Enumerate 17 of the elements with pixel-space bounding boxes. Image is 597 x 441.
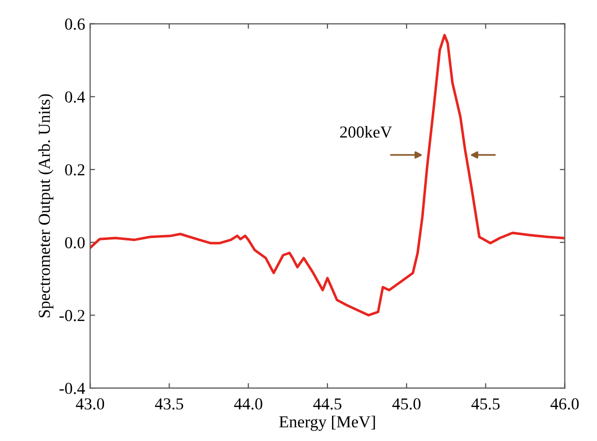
x-tick-label: 46.0 bbox=[550, 398, 579, 410]
x-tick-label: 43.0 bbox=[76, 398, 104, 410]
x-axis-title: Energy [MeV] bbox=[279, 416, 375, 431]
x-tick-label: 45.0 bbox=[392, 398, 421, 410]
y-tick-label: 0.6 bbox=[65, 18, 85, 30]
annotation: 200keV bbox=[340, 126, 392, 138]
y-tick-label: -0.4 bbox=[60, 382, 86, 394]
line-series bbox=[90, 34, 564, 316]
y-tick-label: 0.2 bbox=[65, 164, 84, 176]
x-tick-label: 44.0 bbox=[234, 398, 262, 410]
x-tick-label: 44.5 bbox=[313, 398, 342, 410]
x-tick-label: 43.5 bbox=[154, 398, 184, 410]
y-axis-title: Spectrometer Output (Arb. Units) bbox=[38, 94, 54, 318]
y-tick-label: 0.4 bbox=[65, 91, 86, 103]
x-tick-label: 45.5 bbox=[471, 398, 500, 410]
y-tick-label: 0.0 bbox=[65, 237, 85, 248]
y-tick-label: -0.2 bbox=[60, 310, 84, 322]
